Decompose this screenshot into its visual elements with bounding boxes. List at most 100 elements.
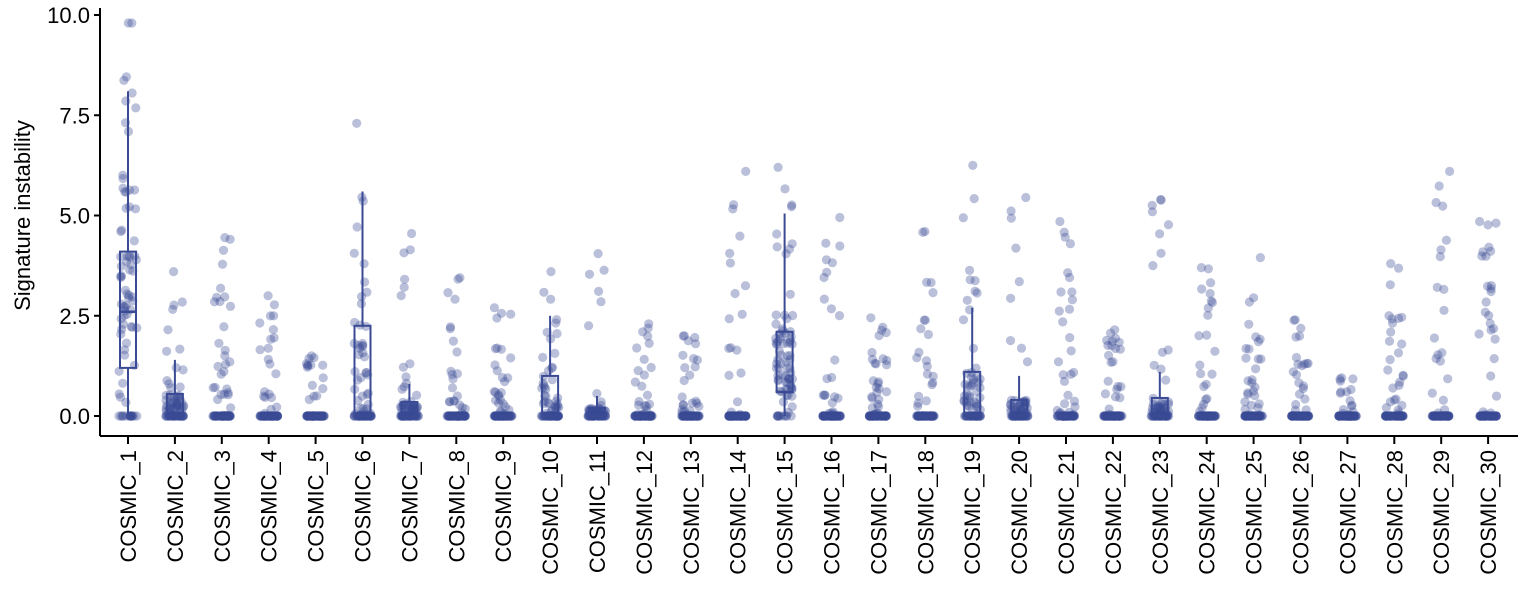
data-point bbox=[786, 382, 797, 393]
data-point bbox=[969, 194, 979, 204]
data-point bbox=[409, 402, 419, 412]
data-point bbox=[1016, 406, 1026, 416]
data-point bbox=[175, 382, 185, 392]
data-point bbox=[489, 387, 499, 397]
data-point bbox=[408, 406, 418, 416]
data-point bbox=[408, 401, 418, 411]
data-point bbox=[127, 411, 137, 421]
data-point bbox=[216, 389, 226, 400]
data-point bbox=[920, 226, 930, 237]
data-point bbox=[260, 387, 270, 397]
data-point bbox=[776, 359, 786, 369]
data-point bbox=[409, 401, 419, 412]
data-point bbox=[878, 354, 888, 364]
data-point bbox=[970, 286, 980, 296]
data-point bbox=[171, 363, 181, 373]
data-point bbox=[820, 390, 830, 400]
data-point bbox=[1157, 347, 1168, 357]
data-point bbox=[1480, 307, 1490, 317]
data-point bbox=[1163, 345, 1173, 355]
data-point bbox=[1393, 348, 1404, 358]
data-point bbox=[1067, 295, 1077, 305]
data-point bbox=[783, 407, 793, 418]
data-point bbox=[641, 405, 651, 415]
data-point bbox=[926, 277, 936, 288]
data-point bbox=[1253, 337, 1264, 347]
data-point bbox=[772, 242, 782, 252]
data-point bbox=[491, 395, 501, 405]
data-point bbox=[788, 310, 798, 321]
data-point bbox=[1437, 348, 1447, 358]
data-point bbox=[1438, 395, 1448, 405]
data-point bbox=[964, 391, 974, 401]
data-point bbox=[732, 345, 742, 355]
boxplot-cosmic_1 bbox=[119, 91, 137, 416]
data-point bbox=[127, 18, 137, 28]
data-point bbox=[1303, 358, 1313, 368]
data-point bbox=[1205, 288, 1215, 299]
data-point bbox=[968, 374, 979, 385]
data-point bbox=[396, 291, 406, 301]
data-point bbox=[634, 396, 644, 407]
data-point bbox=[1163, 220, 1174, 230]
x-tick-label: COSMIC_12 bbox=[632, 450, 657, 575]
data-point bbox=[1201, 379, 1211, 389]
x-tick-label: COSMIC_23 bbox=[1148, 450, 1173, 575]
data-point bbox=[1291, 352, 1302, 363]
data-point bbox=[1161, 375, 1171, 385]
data-point bbox=[269, 333, 279, 343]
data-point bbox=[362, 287, 372, 297]
data-point bbox=[302, 362, 312, 372]
data-point bbox=[127, 411, 137, 421]
data-point bbox=[354, 340, 364, 350]
boxplot-cosmic_23 bbox=[1150, 371, 1169, 418]
data-point bbox=[1110, 333, 1121, 343]
data-point bbox=[400, 274, 410, 284]
data-point bbox=[1066, 369, 1076, 379]
data-point bbox=[685, 370, 695, 380]
data-point bbox=[964, 397, 975, 407]
data-point bbox=[407, 404, 417, 414]
data-point bbox=[1491, 218, 1501, 228]
data-point bbox=[1006, 206, 1016, 216]
data-point bbox=[120, 302, 130, 312]
data-point bbox=[1484, 242, 1494, 252]
data-point bbox=[411, 404, 421, 414]
boxplot-cosmic_6 bbox=[353, 191, 372, 418]
data-point bbox=[632, 343, 642, 353]
data-point bbox=[490, 344, 501, 354]
data-point bbox=[1438, 201, 1448, 211]
boxplot-cosmic_20 bbox=[1010, 375, 1029, 418]
data-point bbox=[357, 391, 367, 401]
data-point bbox=[175, 344, 185, 354]
data-point bbox=[213, 361, 223, 371]
data-point bbox=[679, 406, 689, 416]
data-point bbox=[914, 347, 924, 357]
data-point bbox=[639, 370, 650, 380]
data-point bbox=[1431, 353, 1441, 364]
data-point bbox=[1107, 336, 1117, 346]
data-point bbox=[397, 384, 407, 394]
data-point bbox=[958, 213, 968, 223]
data-point bbox=[1150, 402, 1160, 412]
y-tick-label: 10.0 bbox=[47, 3, 90, 28]
data-point bbox=[773, 355, 783, 365]
data-point bbox=[492, 343, 502, 353]
boxplot-cosmic_4 bbox=[259, 414, 278, 419]
data-point bbox=[114, 389, 124, 399]
data-point bbox=[1288, 367, 1298, 377]
boxplot-cosmic_28 bbox=[1385, 414, 1404, 419]
data-point bbox=[821, 255, 832, 265]
data-point bbox=[873, 399, 883, 409]
data-point bbox=[538, 378, 548, 388]
data-point bbox=[729, 200, 739, 210]
data-point bbox=[266, 404, 276, 414]
data-point bbox=[1197, 403, 1207, 413]
data-point bbox=[168, 304, 178, 314]
data-point bbox=[318, 360, 328, 370]
data-point bbox=[724, 370, 734, 380]
data-point bbox=[914, 391, 924, 401]
data-point bbox=[922, 361, 932, 371]
data-point bbox=[872, 387, 882, 397]
data-point bbox=[1111, 343, 1121, 354]
